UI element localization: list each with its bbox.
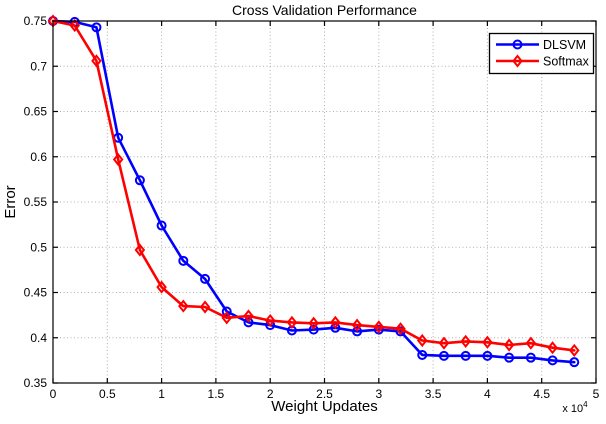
y-tick-label: 0.6: [30, 150, 47, 164]
circle-marker-icon: [417, 349, 428, 360]
circle-marker-icon: [525, 352, 536, 363]
x-tick-label: 0: [50, 387, 57, 401]
x-tick-label: 4: [484, 387, 491, 401]
legend-label: DLSVM: [543, 38, 586, 52]
legend-label: Softmax: [543, 55, 590, 69]
diamond-marker-icon: [568, 343, 580, 358]
axis-box: [52, 20, 597, 384]
legend: DLSVM Softmax: [488, 32, 595, 75]
chart-title: Cross Validation Performance: [232, 2, 417, 18]
circle-marker-icon: [569, 357, 580, 368]
diamond-marker-icon: [547, 341, 558, 355]
diamond-marker-icon: [351, 318, 363, 332]
y-tick-label: 0.4: [30, 331, 47, 345]
x-tick-label: 3: [375, 387, 382, 401]
circle-marker-icon: [547, 355, 558, 366]
diamond-marker-icon: [221, 311, 233, 325]
diamond-marker-icon: [512, 54, 523, 68]
x-tick-label: 3.5: [425, 387, 442, 401]
circle-marker-icon: [156, 220, 167, 231]
circle-marker-icon: [438, 350, 449, 361]
y-tick-label: 0.65: [24, 105, 48, 119]
diamond-marker-icon: [525, 336, 537, 350]
y-tick-label: 0.5: [30, 240, 47, 254]
legend-item-softmax: Softmax: [496, 54, 590, 69]
x-tick-label: 4.5: [533, 387, 550, 401]
circle-marker-icon: [221, 306, 232, 317]
circle-marker-icon: [243, 317, 254, 328]
diamond-marker-icon: [156, 280, 167, 294]
y-tick-label: 0.7: [30, 59, 47, 73]
y-tick-label: 0.55: [24, 195, 48, 209]
circle-marker-icon: [178, 255, 189, 266]
diamond-marker-icon: [482, 335, 493, 349]
diamond-marker-icon: [91, 54, 102, 68]
circle-marker-icon: [352, 326, 363, 337]
diamond-marker-icon: [330, 315, 341, 329]
circle-marker-icon: [330, 322, 341, 333]
legend-item-dlsvm: DLSVM: [496, 38, 586, 52]
diamond-marker-icon: [243, 309, 254, 323]
diamond-marker-icon: [112, 152, 124, 167]
x-tick-label: 1.5: [208, 387, 225, 401]
x-tick-label: 1: [158, 387, 165, 401]
diamond-marker-icon: [134, 243, 146, 257]
diamond-marker-icon: [460, 334, 471, 348]
diamond-marker-icon: [178, 299, 189, 313]
circle-marker-icon: [482, 350, 493, 361]
x-tick-label: 0.5: [99, 387, 116, 401]
circle-marker-icon: [200, 273, 211, 284]
y-axis-label: Error: [2, 185, 19, 218]
circle-marker-icon: [504, 352, 515, 363]
x-axis-label: Weight Updates: [271, 398, 377, 415]
circle-marker-icon: [134, 175, 145, 186]
x-tick-label: 2.5: [316, 387, 333, 401]
circle-marker-icon: [512, 39, 523, 50]
diamond-marker-icon: [69, 18, 81, 33]
diamond-marker-icon: [308, 316, 319, 330]
y-tick-label: 0.35: [24, 376, 48, 390]
x-tick-label: 2: [267, 387, 274, 401]
diamond-marker-icon: [264, 313, 276, 328]
series-softmax: [47, 14, 580, 358]
diamond-marker-icon: [199, 300, 211, 314]
x-tick-label: 5: [593, 387, 600, 401]
legend-box: [488, 32, 595, 75]
diamond-marker-icon: [438, 336, 450, 350]
diamond-marker-icon: [286, 315, 298, 329]
diamond-marker-icon: [395, 322, 406, 336]
y-tick-label: 0.45: [24, 286, 48, 300]
circle-marker-icon: [460, 350, 471, 361]
series-softmax-line: [51, 19, 576, 352]
diamond-marker-icon: [503, 338, 515, 352]
y-tick-label: 0.75: [24, 14, 48, 28]
circle-marker-icon: [91, 22, 102, 33]
diamond-marker-icon: [416, 333, 428, 348]
diamond-marker-icon: [373, 320, 385, 334]
circle-marker-icon: [308, 324, 319, 335]
x-axis-scale-label: x 104: [562, 400, 588, 415]
